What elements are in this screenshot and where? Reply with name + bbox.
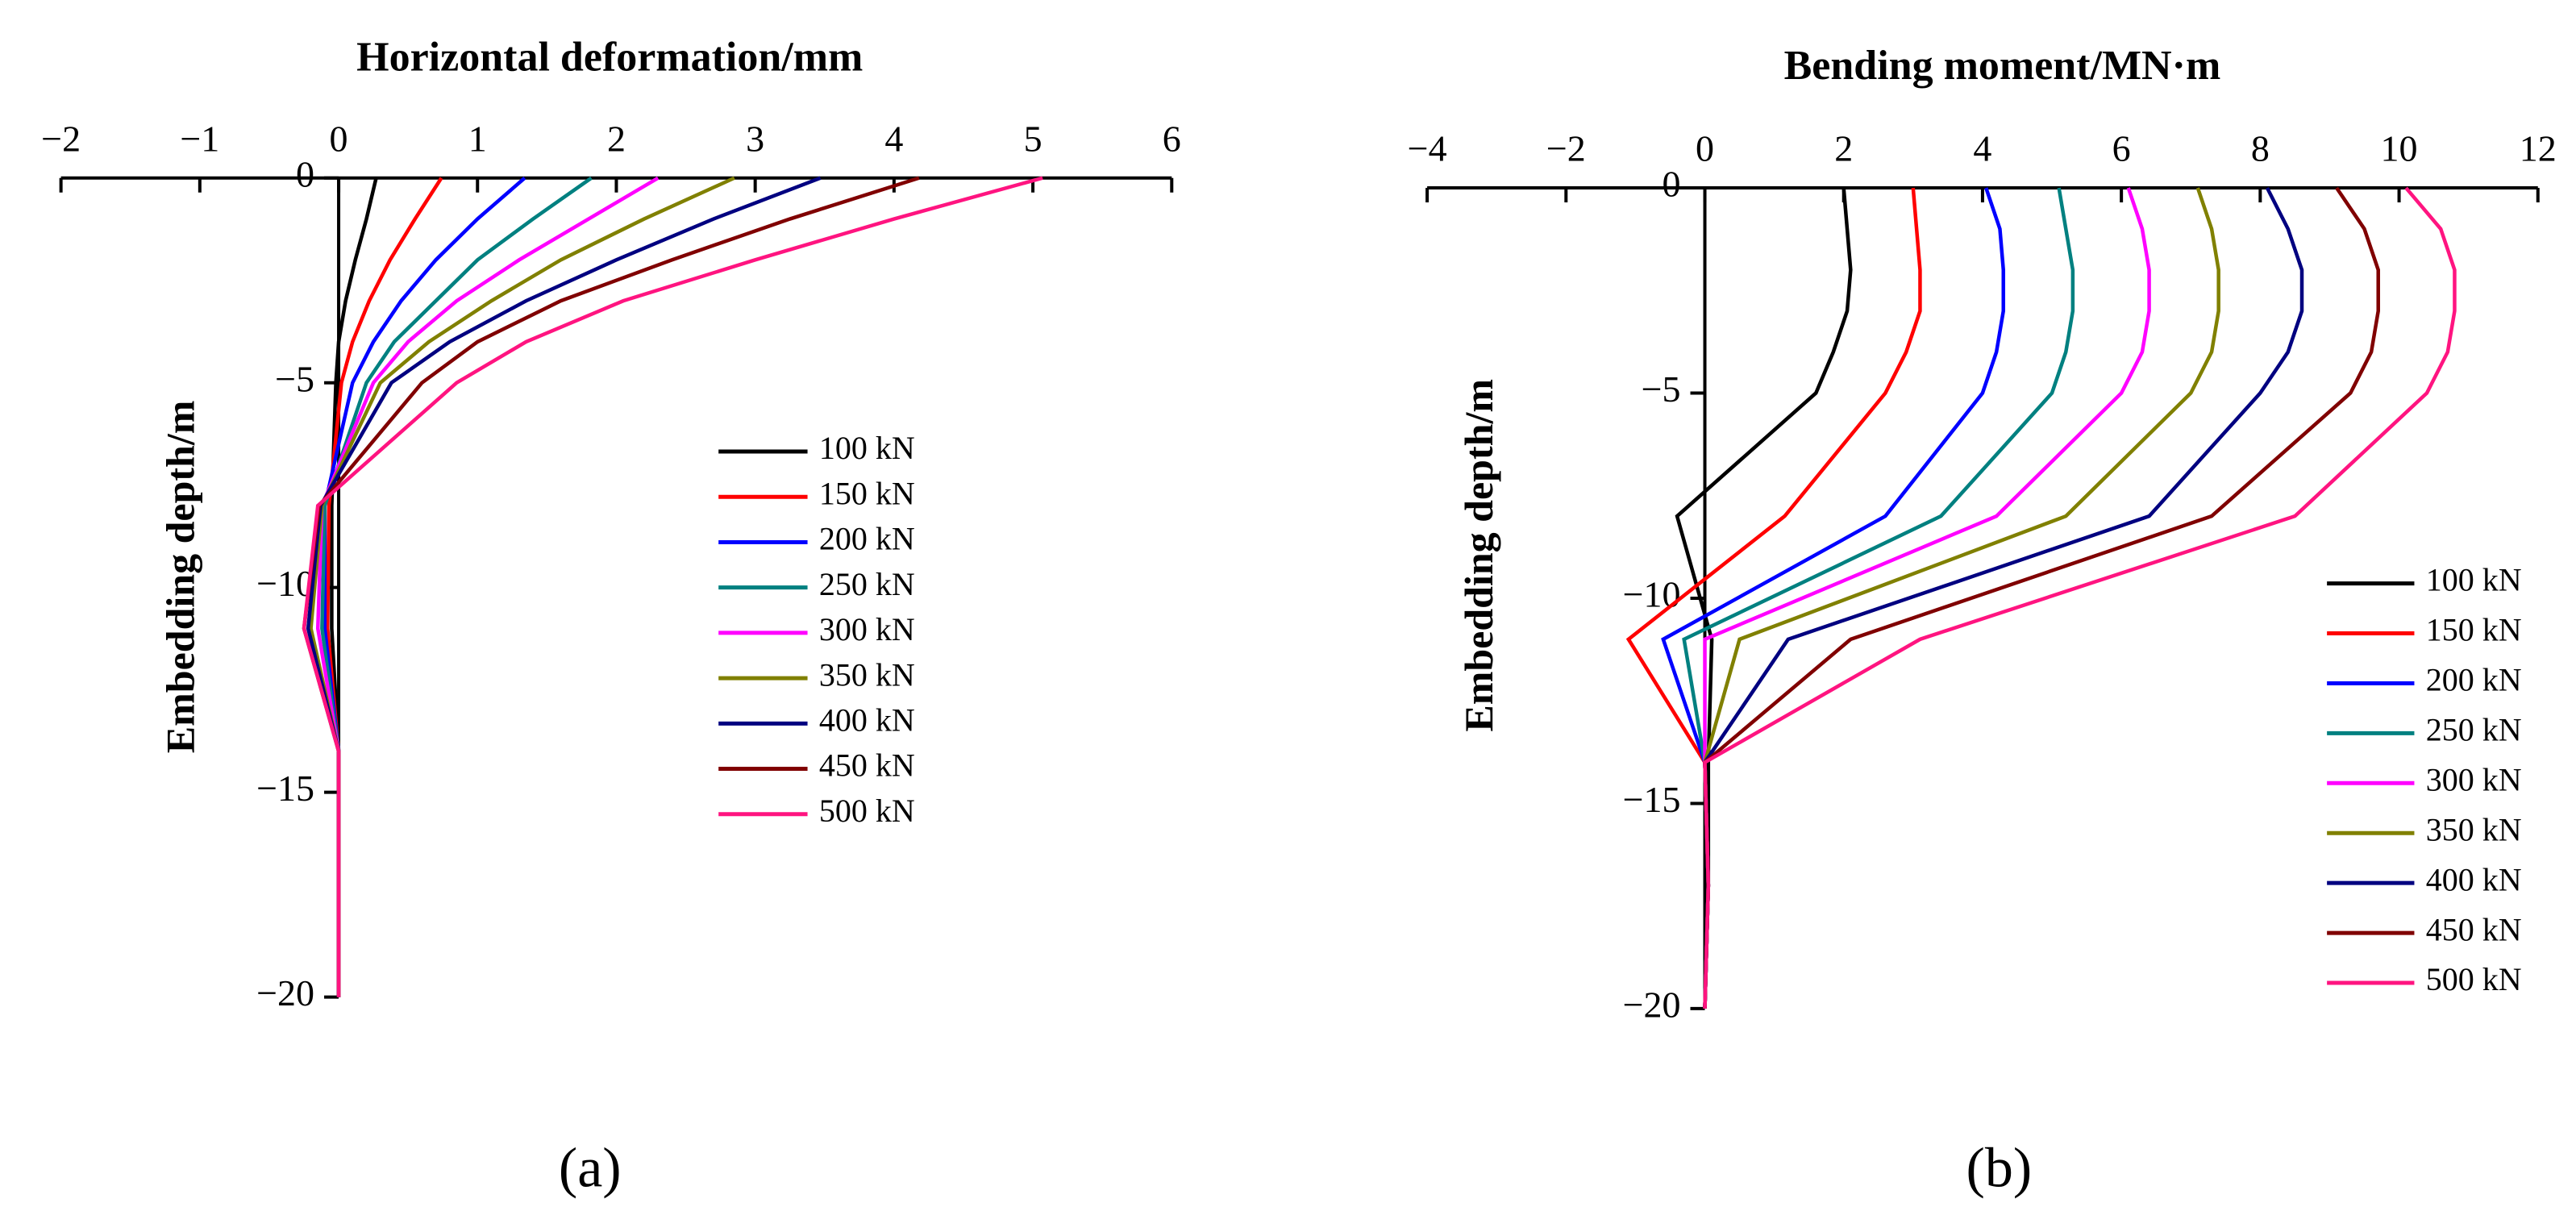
- chart-title: Horizontal deformation/mm: [356, 35, 863, 81]
- y-tick-label: −5: [275, 358, 314, 399]
- x-tick-label: 4: [884, 118, 903, 159]
- legend-label: 400 kN: [819, 701, 915, 738]
- x-tick-label: −2: [1546, 128, 1586, 169]
- legend-label: 500 kN: [2426, 961, 2522, 997]
- chart-title: Bending moment/MN·m: [1784, 43, 2221, 89]
- panel-label: (b): [1966, 1137, 2033, 1199]
- x-tick-label: 10: [2381, 128, 2418, 169]
- x-tick-label: −1: [180, 118, 219, 159]
- legend-label: 100 kN: [819, 430, 915, 466]
- y-tick-label: −15: [1623, 779, 1681, 820]
- data-line: [302, 176, 1043, 997]
- data-line: [1703, 187, 2220, 1009]
- y-tick-label: 0: [1663, 164, 1681, 205]
- x-tick-label: 2: [607, 118, 626, 159]
- legend-label: 250 kN: [819, 566, 915, 602]
- data-line: [1682, 187, 2075, 1009]
- y-tick-label: −15: [256, 768, 314, 809]
- x-tick-label: 3: [746, 118, 764, 159]
- data-line: [1675, 187, 1853, 1009]
- x-tick-label: 4: [1973, 128, 1991, 169]
- x-tick-label: 0: [330, 118, 348, 159]
- legend-label: 400 kN: [2426, 861, 2522, 897]
- y-tick-label: −20: [1623, 984, 1681, 1025]
- y-axis-label: Embedding depth/m: [1456, 379, 1501, 732]
- legend-label: 150 kN: [2426, 612, 2522, 648]
- x-tick-label: 12: [2520, 128, 2557, 169]
- legend-label: 500 kN: [819, 793, 915, 829]
- x-tick-label: 0: [1696, 128, 1714, 169]
- x-tick-label: −2: [41, 118, 81, 159]
- legend-label: 100 kN: [2426, 562, 2522, 598]
- y-tick-label: −20: [256, 972, 314, 1013]
- legend-label: 300 kN: [819, 611, 915, 647]
- legend-label: 200 kN: [819, 521, 915, 557]
- legend-label: 250 kN: [2426, 712, 2522, 748]
- legend-label: 300 kN: [2426, 761, 2522, 797]
- data-line: [1661, 187, 2006, 1009]
- y-tick-label: −10: [1623, 574, 1681, 615]
- y-axis-label: Embedding depth/m: [157, 401, 202, 754]
- legend-label: 200 kN: [2426, 662, 2522, 698]
- legend-label: 350 kN: [2426, 811, 2522, 847]
- legend-label: 450 kN: [819, 747, 915, 784]
- legend-label: 450 kN: [2426, 911, 2522, 947]
- x-tick-label: 5: [1024, 118, 1042, 159]
- x-tick-label: −4: [1408, 128, 1447, 169]
- x-tick-label: 2: [1834, 128, 1853, 169]
- x-tick-label: 6: [1163, 118, 1181, 159]
- x-tick-label: 6: [2112, 128, 2131, 169]
- data-line: [1703, 186, 2457, 1009]
- y-tick-label: −10: [256, 563, 314, 604]
- y-tick-label: −5: [1642, 368, 1681, 410]
- legend-label: 150 kN: [819, 475, 915, 511]
- x-tick-label: 1: [468, 118, 487, 159]
- x-tick-label: 8: [2251, 128, 2270, 169]
- panel-label: (a): [559, 1137, 622, 1199]
- legend-label: 350 kN: [819, 656, 915, 693]
- y-tick-label: 0: [296, 153, 314, 194]
